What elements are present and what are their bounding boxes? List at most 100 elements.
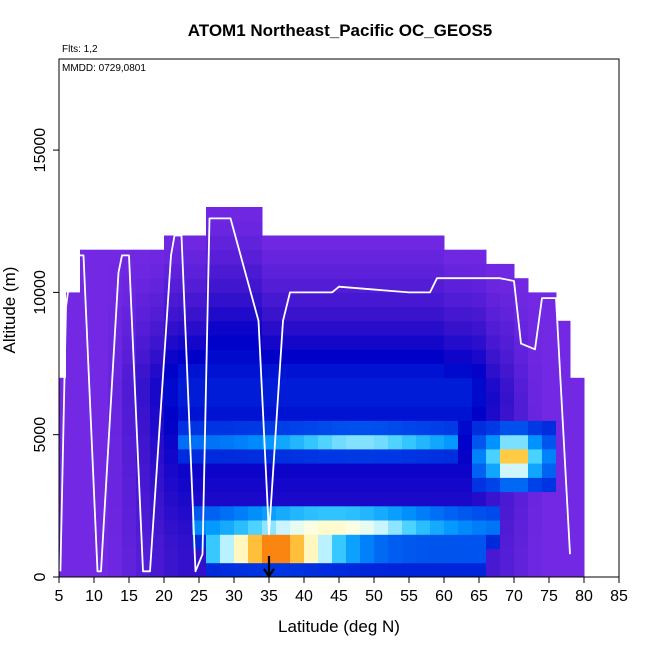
heatmap-cell <box>374 548 389 564</box>
heatmap-cell <box>472 320 487 336</box>
heatmap-cell <box>360 477 375 493</box>
heatmap-cell <box>556 406 571 421</box>
heatmap-cell <box>486 278 501 293</box>
heatmap-cell <box>514 278 529 293</box>
x-tick-label: 75 <box>540 588 558 605</box>
heatmap-cell <box>234 491 249 507</box>
heatmap-cell <box>528 420 543 436</box>
heatmap-cell <box>178 434 193 450</box>
heatmap-cell <box>430 477 445 493</box>
flight-track-line <box>59 217 571 573</box>
heatmap-cell <box>374 363 389 379</box>
heatmap-cell <box>248 263 263 279</box>
heatmap-cell <box>206 392 221 407</box>
heatmap-cell <box>430 463 445 478</box>
heatmap-cell <box>164 263 179 279</box>
heatmap-cell <box>332 463 347 478</box>
heatmap-cell <box>346 463 361 478</box>
heatmap-cell <box>472 349 487 364</box>
heatmap-cell <box>374 335 389 350</box>
heatmap-cell <box>66 448 81 464</box>
heatmap-cell <box>234 349 249 364</box>
x-tick-label: 65 <box>470 588 488 605</box>
heatmap-cell <box>430 349 445 364</box>
x-axis-label: Latitude (deg N) <box>278 617 400 636</box>
heatmap-cell <box>304 420 319 436</box>
heatmap-cell <box>360 548 375 564</box>
heatmap-cell <box>388 249 403 265</box>
heatmap-cell <box>486 520 501 535</box>
heatmap-cell <box>458 520 473 535</box>
heatmap-cell <box>318 292 333 308</box>
heatmap-cell <box>528 505 543 521</box>
heatmap-cell <box>500 263 515 279</box>
heatmap-cell <box>346 392 361 407</box>
heatmap-cell <box>374 491 389 507</box>
heatmap-cell <box>178 520 193 535</box>
heatmap-cell <box>444 278 459 293</box>
heatmap-cell <box>206 349 221 364</box>
heatmap-cell <box>164 420 179 436</box>
heatmap-cell <box>556 534 571 549</box>
heatmap-cell <box>388 335 403 350</box>
heatmap-cell <box>542 463 557 478</box>
heatmap-cell <box>346 320 361 336</box>
heatmap-cell <box>66 306 81 322</box>
heatmap-cell <box>80 448 95 464</box>
heatmap-cell <box>500 463 515 478</box>
heatmap-cell <box>206 263 221 279</box>
heatmap-cell <box>108 434 123 450</box>
heatmap-cell <box>262 477 277 493</box>
heatmap-cell <box>178 534 193 549</box>
heatmap-cell <box>178 249 193 265</box>
heatmap-cell <box>290 306 305 322</box>
heatmap-cell <box>122 392 137 407</box>
heatmap-cell <box>486 463 501 478</box>
heatmap-cell <box>262 320 277 336</box>
heatmap-cell <box>444 249 459 265</box>
heatmap-cell <box>59 534 67 549</box>
heatmap-cell <box>332 420 347 436</box>
heatmap-cell <box>262 249 277 265</box>
heatmap-cell <box>66 505 81 521</box>
heatmap-cell <box>402 434 417 450</box>
heatmap-cell <box>164 491 179 507</box>
heatmap-cell <box>402 320 417 336</box>
heatmap-cell <box>374 520 389 535</box>
heatmap-cell <box>234 406 249 421</box>
heatmap-cell <box>444 420 459 436</box>
heatmap-cell <box>66 548 81 564</box>
y-axis-label: Altitude (m) <box>0 267 19 354</box>
heatmap-cell <box>290 249 305 265</box>
heatmap-cell <box>304 363 319 379</box>
heatmap-cell <box>514 548 529 564</box>
heatmap-cell <box>94 534 109 549</box>
heatmap-cell <box>486 434 501 450</box>
heatmap-cell <box>430 534 445 549</box>
heatmap-cell <box>346 335 361 350</box>
heatmap-cell <box>220 434 235 450</box>
heatmap-cell <box>150 434 165 450</box>
heatmap-cell <box>290 477 305 493</box>
heatmap-cell <box>178 392 193 407</box>
heatmap-cell <box>542 477 557 493</box>
heatmap-cell <box>108 562 123 578</box>
heatmap-cell <box>444 562 459 578</box>
heatmap-cell <box>458 562 473 578</box>
heatmap-cell <box>528 562 543 578</box>
heatmap-cell <box>318 363 333 379</box>
heatmap-cell <box>108 477 123 493</box>
heatmap-cell <box>500 363 515 379</box>
heatmap-cell <box>430 292 445 308</box>
heatmap-cell <box>388 548 403 564</box>
heatmap-cell <box>402 292 417 308</box>
heatmap-cell <box>528 406 543 421</box>
heatmap-cell <box>276 420 291 436</box>
heatmap-cell <box>80 520 95 535</box>
heatmap-cell <box>150 263 165 279</box>
heatmap-cell <box>248 306 263 322</box>
heatmap-cell <box>220 392 235 407</box>
heatmap-cell <box>122 562 137 578</box>
heatmap-cell <box>514 320 529 336</box>
heatmap-cell <box>318 392 333 407</box>
